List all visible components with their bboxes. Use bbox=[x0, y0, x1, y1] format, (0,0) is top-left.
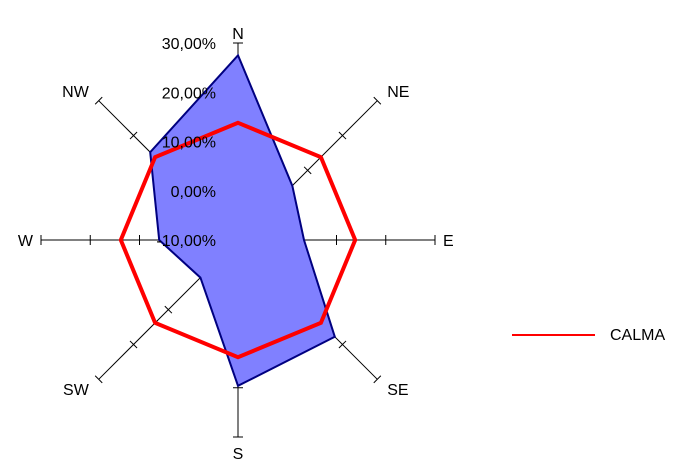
direction-label-nw: NW bbox=[62, 84, 90, 101]
direction-label-se: SE bbox=[387, 382, 408, 399]
direction-label-ne: NE bbox=[387, 84, 409, 101]
radial-tick-labels: 30,00% 20,00% 10,00% 0,00% -10,00% bbox=[156, 36, 216, 250]
direction-labels: N NE E SE S SW W NW bbox=[18, 26, 454, 463]
axis-tick bbox=[129, 340, 138, 349]
legend-label-calma: CALMA bbox=[610, 327, 665, 344]
direction-label-s: S bbox=[233, 446, 244, 463]
series-calma-polygon bbox=[118, 120, 358, 360]
direction-label-sw: SW bbox=[63, 382, 90, 399]
radial-tick-label: 10,00% bbox=[162, 135, 216, 152]
axis-tick bbox=[129, 131, 138, 140]
direction-label-n: N bbox=[232, 26, 244, 43]
axis-tick bbox=[373, 96, 382, 105]
radial-tick-label: 0,00% bbox=[171, 184, 216, 201]
direction-label-e: E bbox=[443, 233, 454, 250]
radial-tick-label: 30,00% bbox=[162, 36, 216, 53]
axis-tick bbox=[338, 340, 347, 349]
series-1-polygon bbox=[149, 53, 337, 388]
radial-tick-label: 20,00% bbox=[162, 85, 216, 102]
radial-tick-label: -10,00% bbox=[156, 233, 216, 250]
direction-label-w: W bbox=[18, 233, 34, 250]
axis-tick bbox=[94, 96, 103, 105]
axis-tick bbox=[164, 305, 173, 314]
axis-tick bbox=[373, 375, 382, 384]
series-layer bbox=[118, 53, 358, 388]
legend: CALMA bbox=[512, 327, 665, 344]
axis-tick bbox=[303, 166, 312, 175]
axis-tick bbox=[338, 131, 347, 140]
axis-tick bbox=[94, 375, 103, 384]
